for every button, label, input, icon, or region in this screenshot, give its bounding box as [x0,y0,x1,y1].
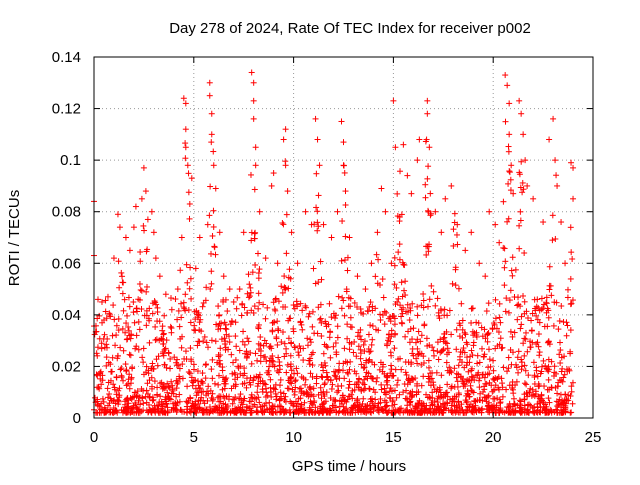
chart-svg: 051015202500.020.040.060.080.10.120.14 D… [0,0,640,480]
roti-chart: 051015202500.020.040.060.080.10.120.14 D… [0,0,640,480]
